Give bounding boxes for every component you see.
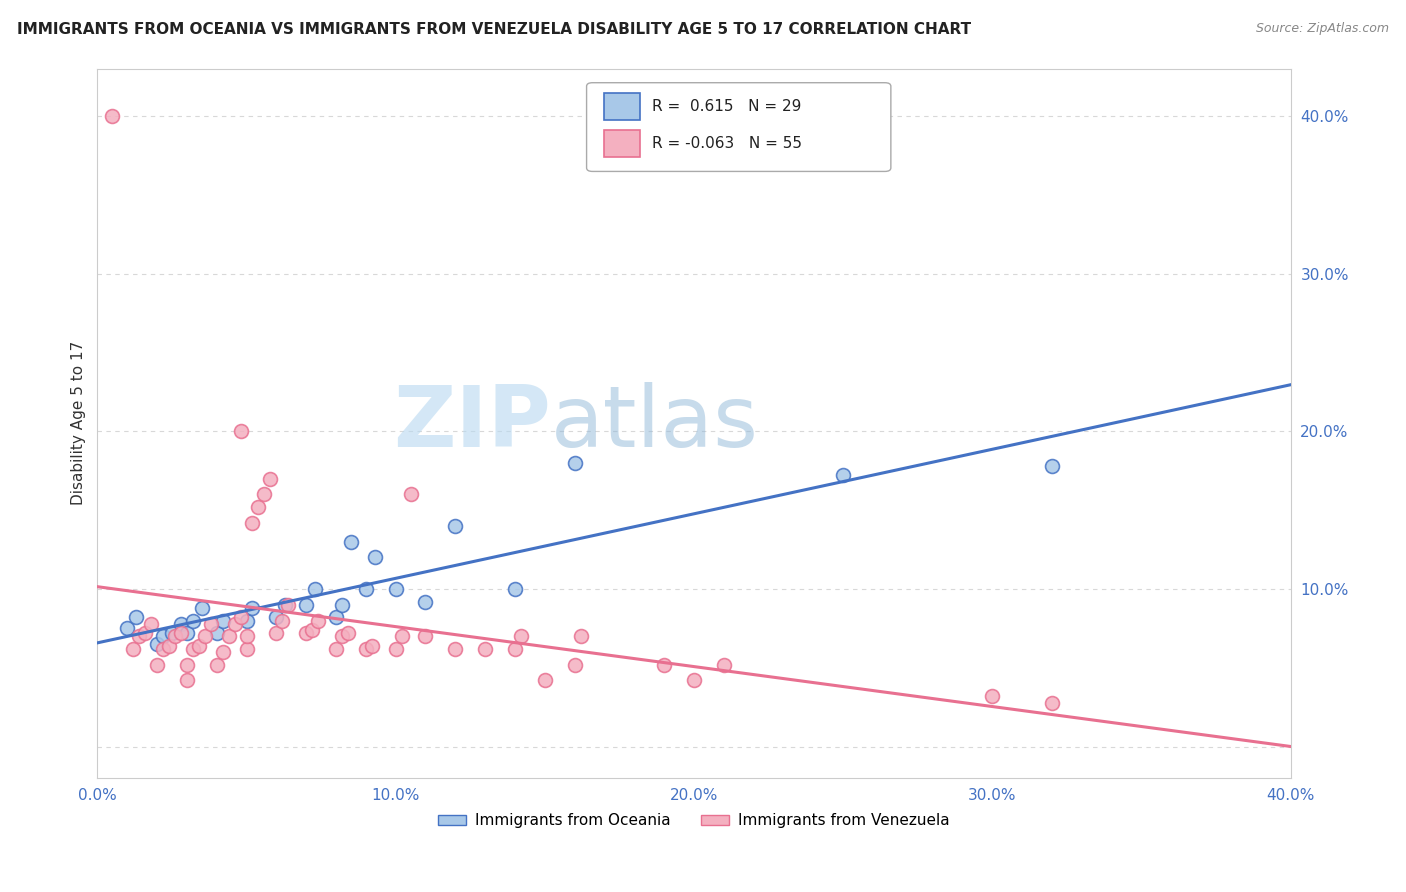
Point [336, 626, 359, 640]
Point [101, 109, 124, 123]
Point [354, 641, 377, 656]
Point [330, 629, 353, 643]
Point [190, 600, 212, 615]
Point [391, 629, 413, 643]
Point [564, 456, 586, 470]
Point [981, 690, 1004, 704]
Point [235, 641, 257, 656]
Text: Source: ZipAtlas.com: Source: ZipAtlas.com [1256, 22, 1389, 36]
Point [229, 424, 252, 438]
Point [354, 582, 377, 596]
Point [569, 629, 592, 643]
Point [266, 626, 288, 640]
Point [163, 629, 186, 643]
Y-axis label: Disability Age 5 to 17: Disability Age 5 to 17 [72, 342, 86, 506]
Point [360, 639, 382, 653]
Text: IMMIGRANTS FROM OCEANIA VS IMMIGRANTS FROM VENEZUELA DISABILITY AGE 5 TO 17 CORR: IMMIGRANTS FROM OCEANIA VS IMMIGRANTS FR… [17, 22, 972, 37]
Point [229, 610, 252, 624]
Point [325, 610, 347, 624]
Text: atlas: atlas [551, 382, 759, 465]
Point [1040, 458, 1063, 473]
Point [160, 626, 183, 640]
Point [146, 657, 169, 672]
Point [304, 582, 326, 596]
Point [176, 657, 198, 672]
Point [266, 610, 288, 624]
Point [242, 600, 264, 615]
Point [146, 637, 169, 651]
Point [139, 616, 162, 631]
Point [384, 641, 406, 656]
Point [503, 641, 526, 656]
Point [503, 582, 526, 596]
Point [115, 621, 138, 635]
Point [176, 673, 198, 688]
FancyBboxPatch shape [605, 94, 640, 120]
Point [277, 598, 299, 612]
FancyBboxPatch shape [586, 83, 891, 171]
Point [415, 629, 437, 643]
Point [330, 598, 353, 612]
Point [170, 616, 193, 631]
Point [652, 657, 675, 672]
Legend: Immigrants from Oceania, Immigrants from Venezuela: Immigrants from Oceania, Immigrants from… [432, 807, 956, 834]
Point [307, 614, 329, 628]
Point [152, 629, 174, 643]
Text: R =  0.615   N = 29: R = 0.615 N = 29 [652, 99, 801, 113]
Point [683, 673, 706, 688]
Point [125, 610, 148, 624]
Text: ZIP: ZIP [394, 382, 551, 465]
Point [200, 616, 222, 631]
Point [128, 629, 150, 643]
Point [247, 500, 270, 514]
Point [134, 626, 156, 640]
Point [181, 614, 204, 628]
FancyBboxPatch shape [605, 130, 640, 157]
Point [510, 629, 533, 643]
Point [384, 582, 406, 596]
Point [122, 641, 145, 656]
Point [364, 550, 387, 565]
Point [1040, 696, 1063, 710]
Point [399, 487, 422, 501]
Point [181, 641, 204, 656]
Point [295, 626, 318, 640]
Point [444, 641, 467, 656]
Point [176, 626, 198, 640]
Point [157, 639, 180, 653]
Point [271, 614, 294, 628]
Point [325, 641, 347, 656]
Point [205, 657, 228, 672]
Point [295, 598, 318, 612]
Point [259, 472, 281, 486]
Point [194, 629, 217, 643]
Point [224, 616, 246, 631]
Point [832, 468, 855, 483]
Point [187, 639, 209, 653]
Point [170, 626, 193, 640]
Point [152, 641, 174, 656]
Point [205, 626, 228, 640]
Point [218, 629, 240, 643]
Point [340, 534, 363, 549]
Point [713, 657, 735, 672]
Point [211, 645, 233, 659]
Point [533, 673, 555, 688]
Point [242, 516, 264, 530]
Point [235, 614, 257, 628]
Point [474, 641, 496, 656]
Point [235, 629, 257, 643]
Point [211, 614, 233, 628]
Point [415, 594, 437, 608]
Text: R = -0.063   N = 55: R = -0.063 N = 55 [652, 136, 803, 151]
Point [564, 657, 586, 672]
Point [274, 598, 297, 612]
Point [444, 519, 467, 533]
Point [253, 487, 276, 501]
Point [301, 623, 323, 637]
